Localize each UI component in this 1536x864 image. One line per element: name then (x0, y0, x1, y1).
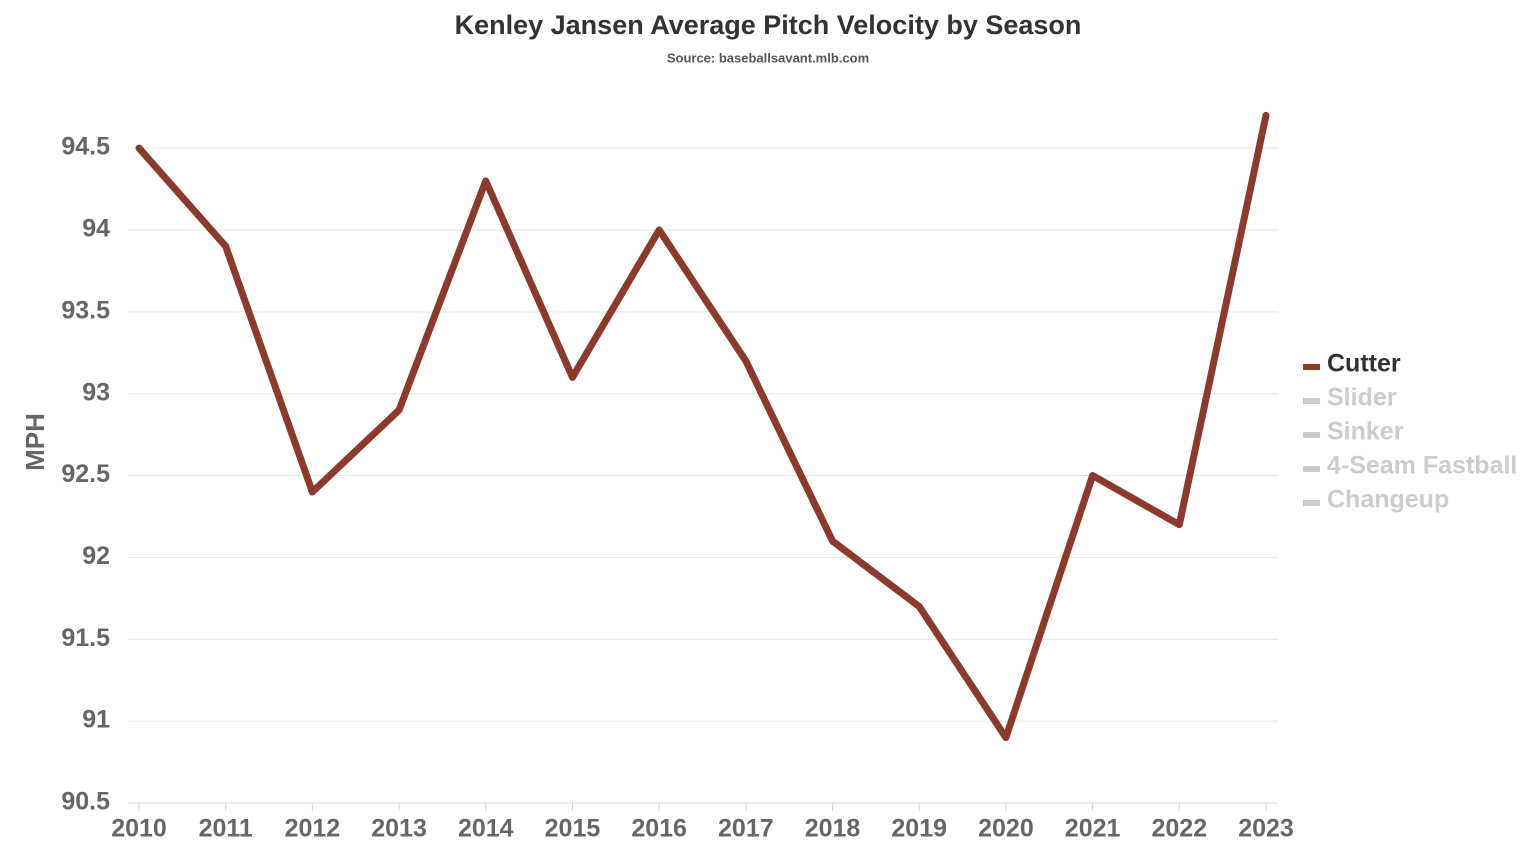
y-tick-label: 94.5 (61, 133, 110, 161)
x-tick-label: 2020 (978, 815, 1034, 843)
legend-label: Cutter (1327, 350, 1401, 378)
y-tick-label: 92.5 (61, 460, 110, 488)
x-tick-label: 2023 (1238, 815, 1294, 843)
x-tick-label: 2016 (631, 815, 687, 843)
x-tick-label: 2010 (111, 815, 167, 843)
data-line (135, 111, 1270, 742)
y-tick-label: 92 (82, 542, 110, 570)
y-tick-label: 90.5 (61, 788, 110, 816)
y-tick-label: 93.5 (61, 296, 110, 324)
x-tick-label: 2021 (1065, 815, 1121, 843)
x-tick-label: 2017 (718, 815, 774, 843)
y-tick-label: 93 (82, 378, 110, 406)
y-axis-label: MPH (20, 413, 50, 471)
chart-title: Kenley Jansen Average Pitch Velocity by … (455, 10, 1082, 40)
x-tick-label: 2022 (1151, 815, 1207, 843)
y-tick-label: 91 (82, 706, 110, 734)
y-tick-label: 94 (82, 215, 110, 243)
x-tick-label: 2019 (891, 815, 947, 843)
legend-label: Slider (1327, 384, 1397, 412)
legend-label: Changeup (1327, 486, 1449, 514)
x-tick-label: 2013 (371, 815, 427, 843)
legend-label: Sinker (1327, 418, 1404, 446)
legend-label: 4-Seam Fastball (1327, 452, 1517, 480)
x-tick-label: 2015 (545, 815, 601, 843)
x-tick-label: 2014 (458, 815, 514, 843)
y-tick-label: 91.5 (61, 624, 110, 652)
chart-subtitle: Source: baseballsavant.mlb.com (667, 50, 869, 65)
x-tick-label: 2012 (285, 815, 341, 843)
x-tick-label: 2011 (199, 815, 253, 843)
x-tick-label: 2018 (805, 815, 861, 843)
